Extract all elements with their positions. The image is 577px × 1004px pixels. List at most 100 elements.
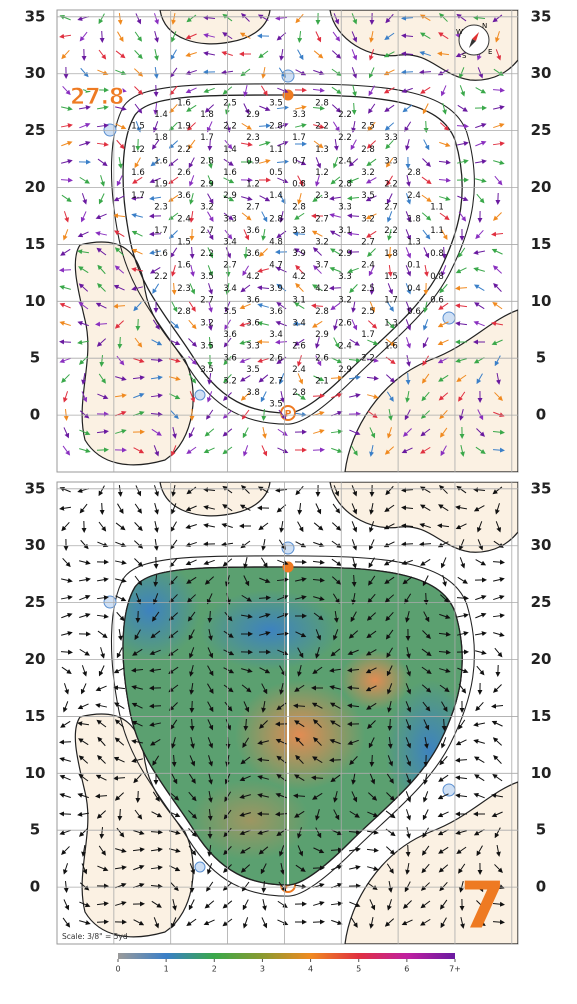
slope-arrow [61,742,71,743]
slope-value: 2.3 [177,284,191,294]
slope-value: 1.5 [177,237,191,247]
slope-value: 3.6 [269,307,283,317]
legend-label: 6 [404,965,409,974]
svg-text:W: W [456,28,463,36]
slope-value: 1.1 [430,203,444,213]
slope-value: 4.2 [315,284,329,294]
slope-value: 1.2 [315,168,329,178]
slope-value: 3.2 [200,319,214,329]
slope-value: 2.2 [177,145,191,155]
slope-arrow [151,832,161,833]
slope-value: 2.9 [338,249,352,259]
slope-value: 1.7 [131,191,145,201]
y-tick-label: 10 [531,764,552,782]
slope-value: 2.3 [246,133,260,143]
slope-value: 3.4 [269,330,283,340]
slope-value: 1.3 [315,145,329,155]
slope-value: 1.8 [200,110,214,120]
slope-value: 2.3 [154,203,168,213]
hole-number: 7 [460,870,505,944]
legend-label: 2 [212,965,217,974]
slope-value: 3.6 [246,319,260,329]
y-tick-label: 20 [531,178,552,196]
slope-value: 3.3 [338,272,352,282]
svg-text:E: E [488,48,492,56]
slope-value: 1.6 [177,261,191,271]
slope-value: 3.3 [338,203,352,213]
scale-note: Scale: 3/8" = 5yd [62,932,128,941]
slope-value: 1.6 [384,342,398,352]
slope-value: 1.5 [384,272,398,282]
slope-value: 3.8 [246,388,260,398]
slope-value: 2.6 [338,319,352,329]
slope-value: 3.4 [292,319,306,329]
slope-value: 2.6 [315,353,329,363]
green-depth: 27.8 [70,85,124,110]
slope-value: 3.5 [200,272,214,282]
slope-value: 2.8 [200,156,214,166]
slope-value: 2.8 [269,214,283,224]
y-tick-label: 15 [531,235,552,253]
slope-value: 3.9 [292,249,306,259]
y-tick-label: 5 [536,349,546,367]
slope-value: 3.4 [223,284,237,294]
legend-label: 3 [260,965,265,974]
slope-value: 3.6 [223,353,237,363]
slope-value: 1.8 [384,249,398,259]
slope-value: 2.9 [200,180,214,190]
slope-value: 2.4 [338,342,352,352]
slope-value: 2.8 [177,307,191,317]
slope-value: 4.7 [269,261,283,271]
slope-value: 3.2 [338,295,352,305]
y-tick-label: 35 [25,479,46,497]
slope-value: 3.5 [269,99,283,109]
slope-arrow [210,611,211,621]
slope-value: 1.7 [200,133,214,143]
slope-value: 4.8 [269,237,283,247]
slope-value: 0.8 [430,272,444,282]
slope-value: 1.9 [154,180,168,190]
slope-value: 2.6 [177,168,191,178]
slope-arrow [331,850,341,851]
y-tick-label: 10 [531,292,552,310]
slope-value: 2.3 [315,191,329,201]
slope-value: 3.5 [269,400,283,410]
slope-value: 1.3 [384,319,398,329]
slope-value: 2.6 [269,353,283,363]
legend-label: 5 [356,965,361,974]
slope-value: 1.6 [131,168,145,178]
slope-value: 1.6 [154,156,168,166]
y-tick-label: 25 [25,121,46,139]
slope-value: 1.1 [430,226,444,236]
slope-value: 0.1 [407,261,421,271]
slope-value: 2.1 [315,376,329,386]
slope-value: 3.6 [177,191,191,201]
slope-arrow [421,544,431,545]
slope-value: 2.7 [200,295,214,305]
slope-value: 2.5 [361,122,375,132]
slope-value: 3.5 [361,191,375,201]
slope-value: 2.9 [246,110,260,120]
y-tick-label: 30 [531,64,552,82]
slope-value: 1.5 [131,122,145,132]
y-tick-label: 25 [25,593,46,611]
slope-value: 2.2 [384,180,398,190]
slope-value: 0.4 [407,284,421,294]
slope-value: 2.2 [338,110,352,120]
slope-value: 1.7 [361,330,375,340]
slope-value: 2.8 [338,180,352,190]
y-tick-label: 0 [30,878,40,896]
slope-value: 0.7 [292,156,306,166]
slope-value: 1.4 [269,191,283,201]
slope-arrow [372,755,373,765]
slope-value: 3.9 [269,284,283,294]
slope-value: 3.2 [223,376,237,386]
slope-value: 1.6 [177,99,191,109]
y-tick-label: 10 [25,292,46,310]
y-tick-label: 5 [30,349,40,367]
slope-value: 1.6 [154,249,168,259]
slope-value: 2.4 [177,214,191,224]
slope-value: 1.1 [269,145,283,155]
slope-value: 2.2 [200,249,214,259]
slope-arrow [457,126,467,127]
